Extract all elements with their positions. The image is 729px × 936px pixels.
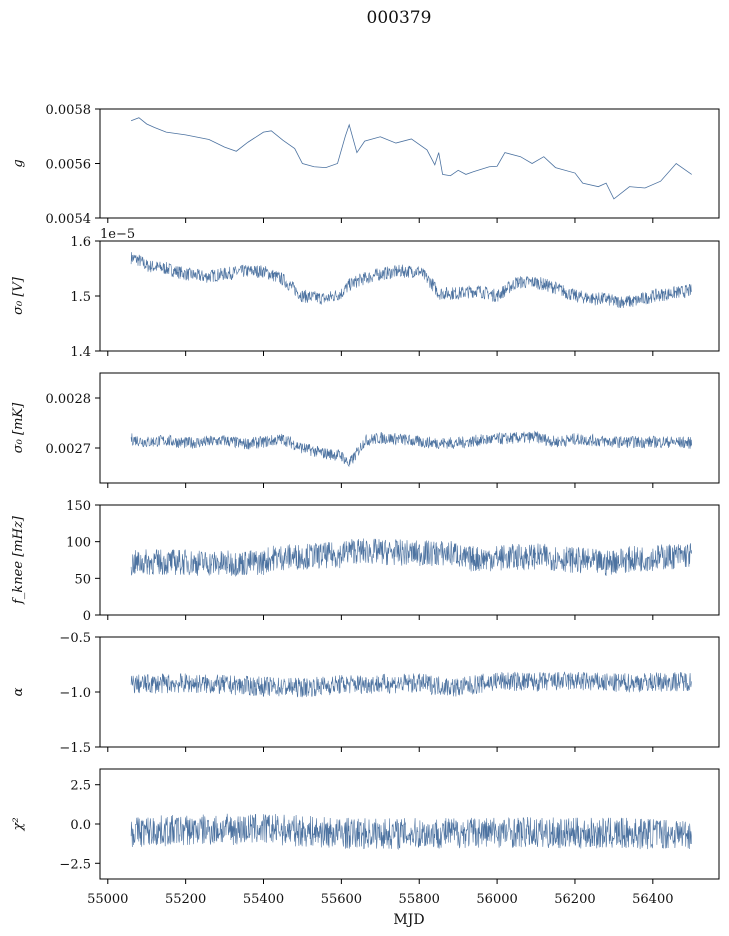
panel-2: 1.4 1.5 1.6 σ₀ [V] 1e−5 bbox=[11, 227, 720, 360]
y-tick-label: 0.0028 bbox=[46, 392, 92, 407]
y-tick-label: −2.5 bbox=[59, 857, 91, 872]
panel-6: 55000 55200 55400 55600 55800 56000 56200 56400… bbox=[11, 768, 720, 907]
y-tick-label: 0.0058 bbox=[46, 103, 92, 118]
axes-frame bbox=[99, 240, 720, 352]
series-line-5 bbox=[130, 671, 692, 698]
y-tick-label: 0 bbox=[83, 609, 91, 624]
y-tick-label: 100 bbox=[66, 536, 91, 551]
panel-3: 0.0027 0.0028 σ₀ [mK] bbox=[11, 372, 720, 488]
axes-frame bbox=[99, 372, 720, 484]
x-tick-label: 56400 bbox=[632, 892, 673, 907]
y-tick-label: 0.0 bbox=[70, 818, 91, 833]
axes-frame bbox=[99, 108, 720, 219]
y-axis-label: g bbox=[11, 159, 26, 167]
series-line-1 bbox=[130, 117, 692, 200]
axes-frame bbox=[99, 636, 720, 748]
y-tick-label: 0.0027 bbox=[46, 442, 92, 457]
y-tick-label: 50 bbox=[74, 572, 91, 587]
panel-1: 0.0054 0.0056 0.0058 g bbox=[11, 103, 720, 227]
y-axis-label: σ₀ [mK] bbox=[11, 402, 26, 453]
y-tick-label: 1.6 bbox=[70, 235, 91, 250]
axes-frame bbox=[99, 504, 720, 616]
x-tick-label: 56000 bbox=[476, 892, 517, 907]
y-tick-label: −1.5 bbox=[59, 741, 91, 756]
series-line-4 bbox=[130, 538, 692, 577]
y-tick-label: 2.5 bbox=[70, 779, 91, 794]
y-tick-label: −0.5 bbox=[59, 631, 91, 646]
x-tick-label: 55800 bbox=[399, 892, 440, 907]
y-tick-label: 0.0054 bbox=[46, 212, 92, 227]
x-axis-label: MJD bbox=[393, 912, 424, 928]
y-tick-label: −1.0 bbox=[59, 686, 91, 701]
series-line-6 bbox=[130, 813, 692, 851]
y-axis-label: σ₀ [V] bbox=[11, 276, 26, 315]
series-line-3 bbox=[130, 430, 692, 468]
y-offset-label: 1e−5 bbox=[100, 227, 135, 242]
y-tick-label: 1.4 bbox=[70, 345, 91, 360]
x-tick-label: 56200 bbox=[554, 892, 595, 907]
y-tick-label: 150 bbox=[66, 499, 91, 514]
panel-5: −1.5 −1.0 −0.5 α bbox=[11, 631, 720, 756]
y-axis-label: χ² bbox=[11, 817, 26, 831]
panel-4: 0 50 100 150 f_knee [mHz] bbox=[11, 499, 720, 624]
y-tick-label: 1.5 bbox=[70, 290, 91, 305]
figure-title: 000379 bbox=[367, 8, 432, 28]
y-axis-label: α bbox=[11, 687, 26, 696]
series-line-2 bbox=[130, 252, 692, 309]
y-axis-label: f_knee [mHz] bbox=[11, 515, 26, 605]
x-tick-label: 55400 bbox=[243, 892, 284, 907]
x-tick-label: 55600 bbox=[321, 892, 362, 907]
x-tick-label: 55200 bbox=[165, 892, 206, 907]
x-tick-label: 55000 bbox=[87, 892, 128, 907]
y-tick-label: 0.0056 bbox=[46, 158, 92, 173]
